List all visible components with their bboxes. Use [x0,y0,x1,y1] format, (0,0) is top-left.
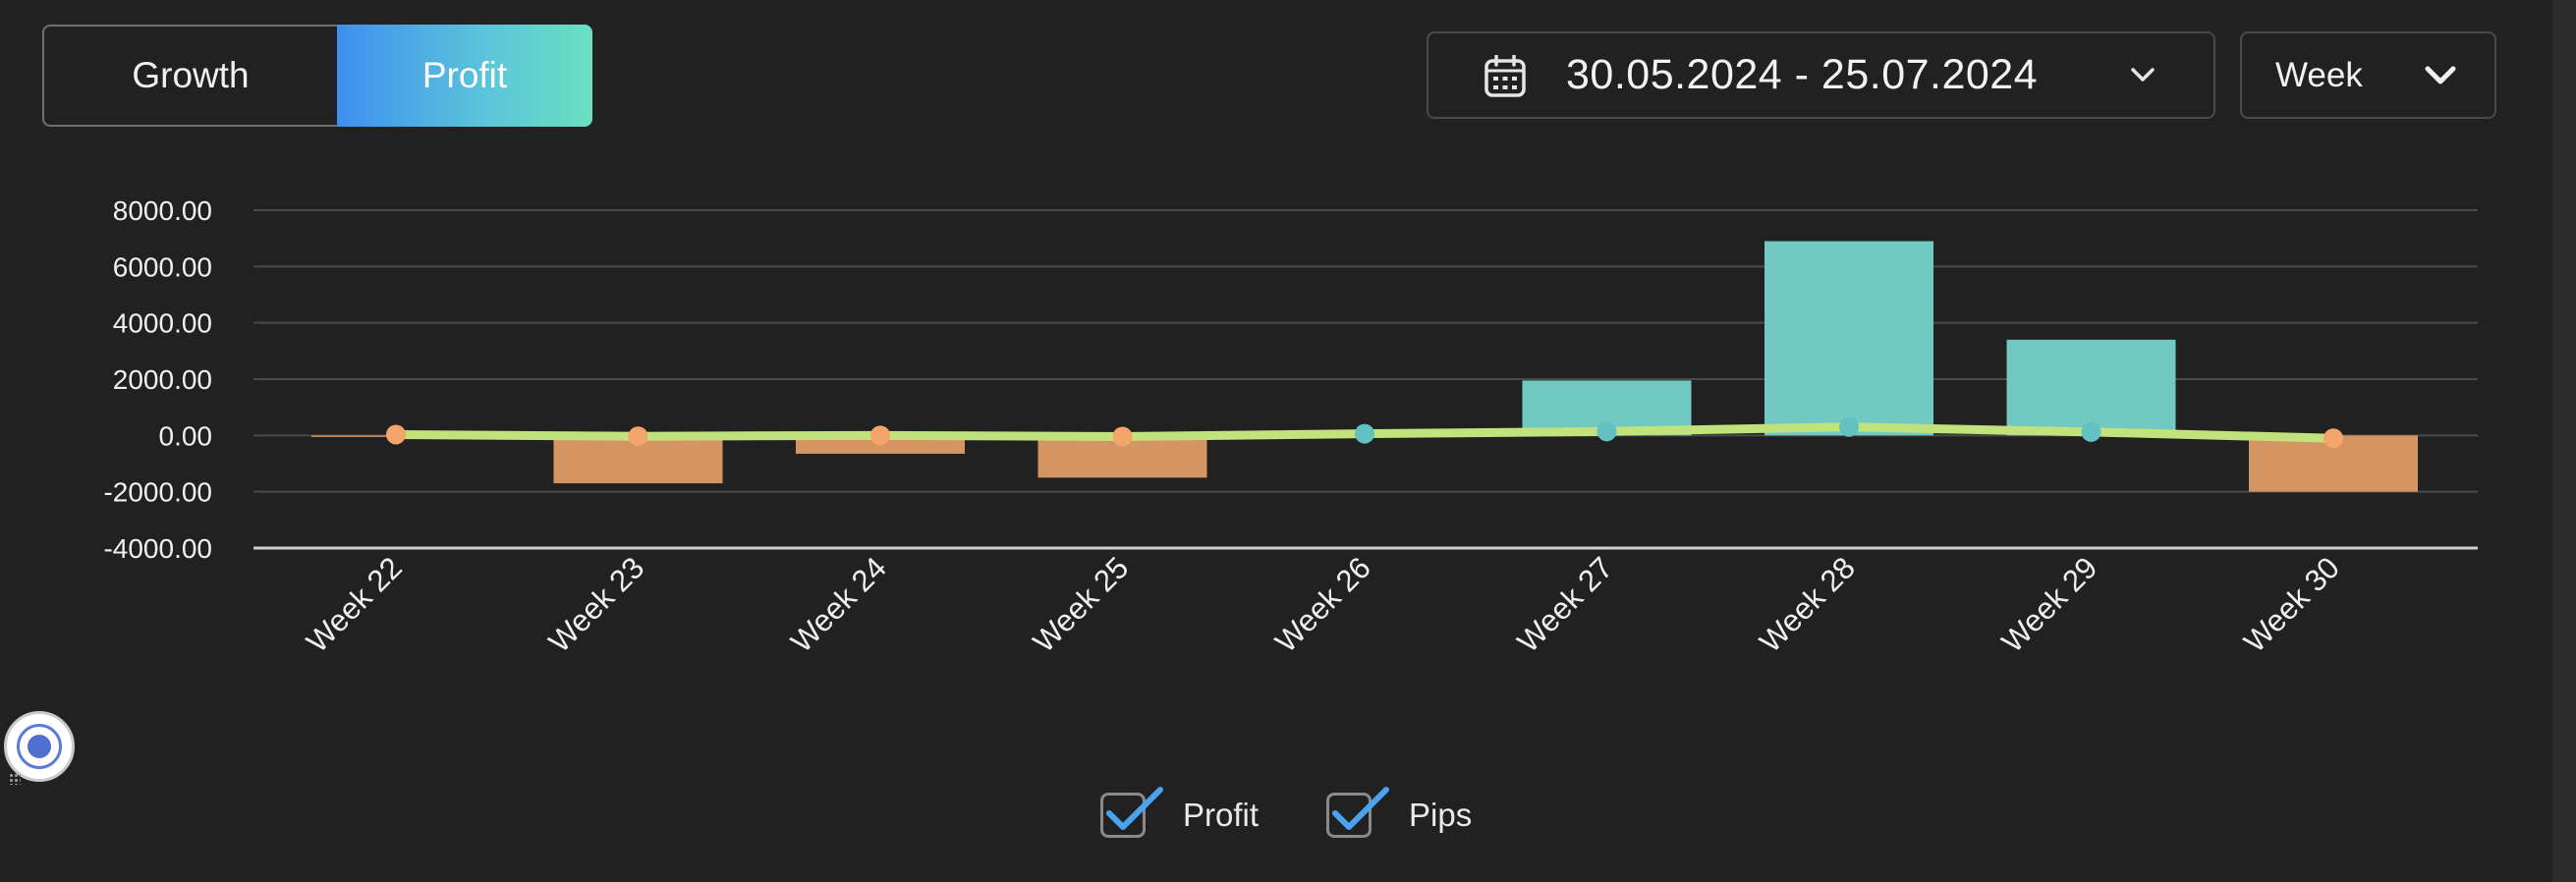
date-range-picker[interactable]: 30.05.2024 - 25.07.2024 [1427,31,2215,119]
x-tick-label: Week 22 [300,550,409,659]
calendar-icon [1484,55,1526,97]
checkbox-pips[interactable] [1326,787,1389,838]
profit-bar [796,435,965,454]
profit-toggle-button[interactable]: Profit [337,25,592,127]
profit-bar [553,435,723,484]
y-tick-label: -2000.00 [103,477,212,508]
pips-point [870,425,890,446]
date-range-text: 30.05.2024 - 25.07.2024 [1566,51,2039,98]
floating-assistant-icon[interactable] [4,711,75,785]
pips-point [1839,416,1859,437]
profit-bar [1522,380,1692,436]
profit-bar [311,435,480,437]
pips-point [386,424,406,445]
x-tick-label: Week 28 [1753,550,1862,659]
chevron-down-icon [2425,66,2456,84]
y-tick-label: 8000.00 [113,195,212,226]
chevron-down-icon [2131,68,2155,82]
scrollbar-edge [2552,0,2576,882]
y-tick-label: 4000.00 [113,308,212,339]
y-tick-label: -4000.00 [103,533,212,564]
checkmark-icon [1106,787,1163,830]
growth-toggle-button[interactable]: Growth [42,25,337,127]
profit-bar [1280,435,1449,437]
pips-point [2324,428,2343,449]
profit-bar [1764,241,1933,436]
checkbox-profit[interactable] [1100,787,1163,838]
period-select-value: Week [2275,56,2363,94]
assistant-core [28,735,51,758]
legend-label-pips: Pips [1409,797,1473,833]
x-tick-label: Week 23 [542,550,651,659]
pips-line [391,422,2338,443]
pips-point [1112,426,1133,447]
drag-handle-icon[interactable] [9,773,21,785]
chart-mode-toggle: Growth Profit [42,25,592,127]
x-tick-label: Week 29 [1995,550,2104,659]
y-tick-label: 0.00 [159,420,213,451]
assistant-ring [17,724,62,769]
y-tick-label: 6000.00 [113,251,212,282]
pips-point [1596,421,1617,442]
x-tick-label: Week 27 [1511,550,1620,659]
pips-point [1355,423,1374,444]
x-tick-label: Week 26 [1268,550,1377,659]
legend-label-profit: Profit [1183,797,1260,833]
x-tick-label: Week 25 [1027,550,1136,659]
period-select[interactable]: Week [2240,31,2496,119]
checkmark-icon [1332,787,1389,830]
profit-bar [2006,339,2176,436]
x-tick-label: Week 30 [2237,550,2346,659]
profit-bar [2249,435,2418,492]
pips-point [2081,421,2101,442]
x-tick-label: Week 24 [784,550,893,659]
legend-item-profit[interactable]: Profit [1100,786,1259,845]
profit-bar [1037,435,1207,478]
legend-item-pips[interactable]: Pips [1326,786,1472,845]
y-tick-label: 2000.00 [113,364,212,395]
pips-point [628,426,648,447]
